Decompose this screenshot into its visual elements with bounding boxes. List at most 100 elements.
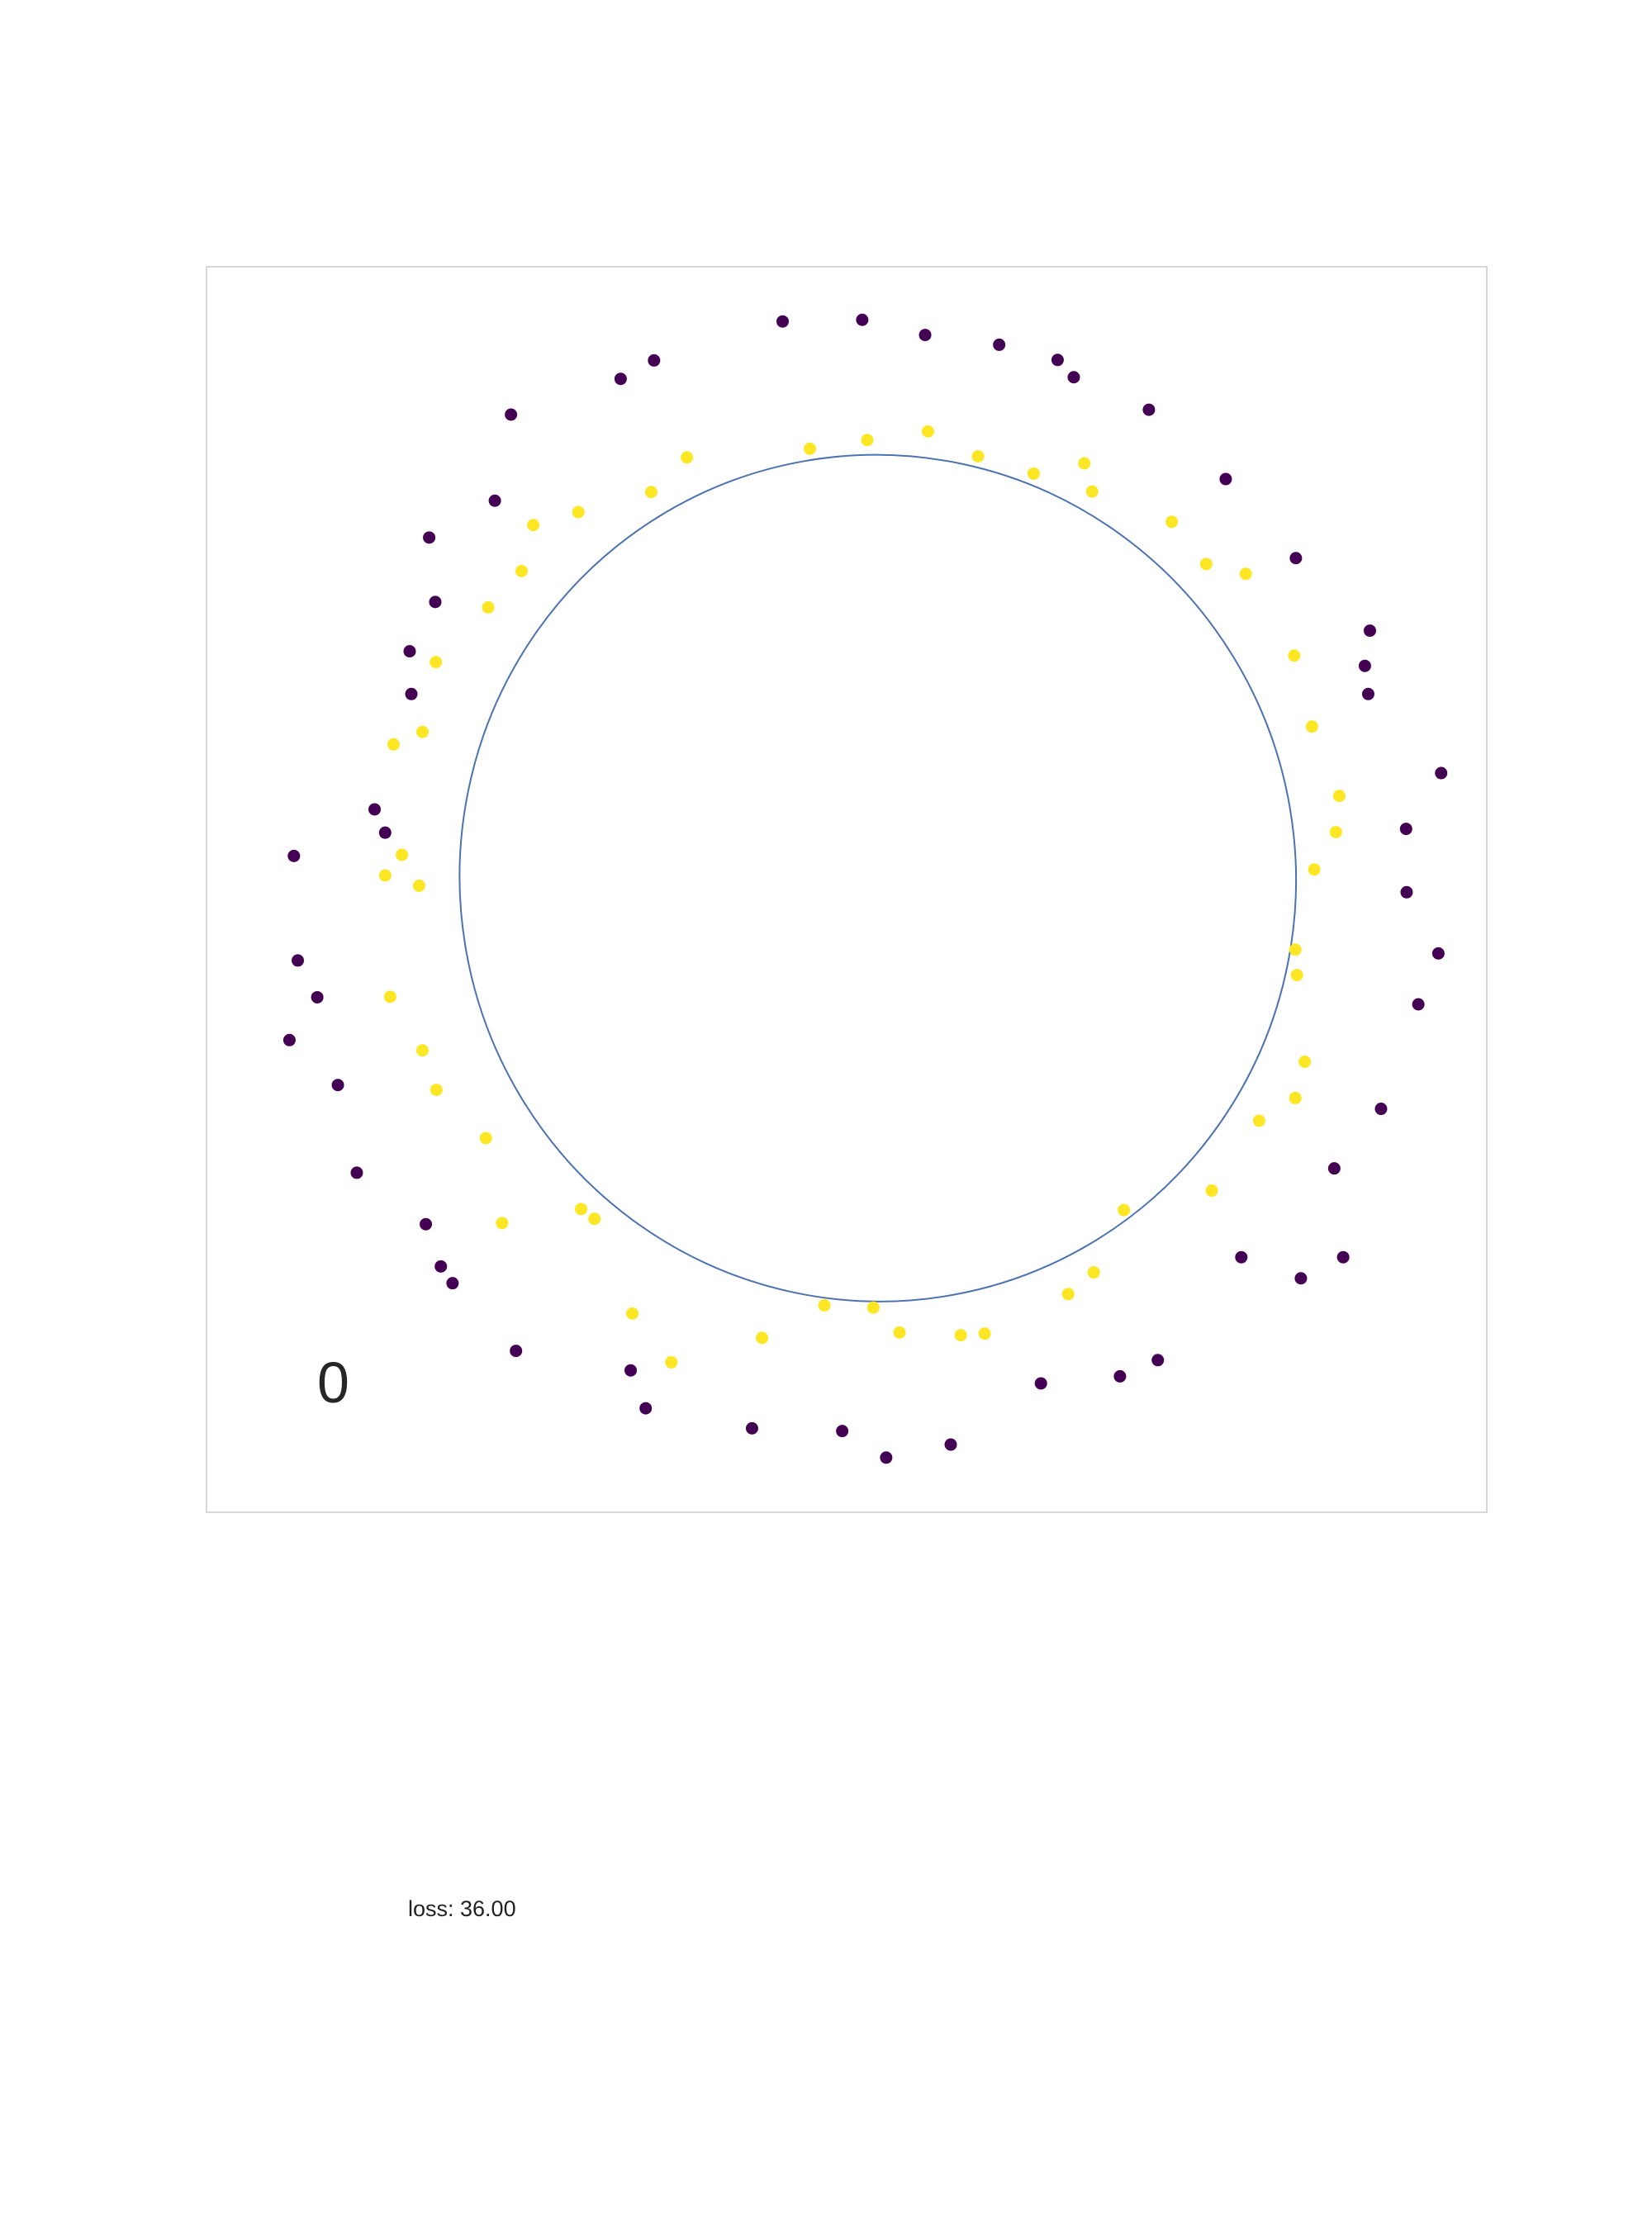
point-class-1 — [1308, 863, 1321, 876]
point-class-1 — [396, 848, 409, 861]
point-class-1 — [756, 1331, 769, 1345]
point-class-0 — [1400, 885, 1413, 899]
point-class-1 — [1329, 826, 1342, 839]
point-class-1 — [893, 1326, 906, 1339]
point-class-1 — [1288, 649, 1301, 662]
point-class-1 — [415, 725, 429, 738]
point-class-0 — [1034, 1377, 1047, 1390]
point-class-0 — [1327, 1162, 1341, 1175]
point-class-1 — [1305, 720, 1318, 733]
point-class-1 — [1289, 1091, 1302, 1104]
point-class-1 — [861, 434, 874, 447]
point-class-1 — [575, 1203, 588, 1216]
loss-label: loss: 36.00 — [408, 1896, 516, 1921]
point-class-1 — [383, 990, 396, 1004]
point-class-0 — [1412, 998, 1425, 1011]
point-class-0 — [350, 1166, 363, 1179]
point-class-0 — [1113, 1369, 1127, 1383]
point-class-0 — [1374, 1103, 1388, 1116]
point-class-0 — [624, 1364, 638, 1377]
point-class-0 — [488, 494, 501, 507]
point-class-1 — [1087, 1266, 1100, 1279]
point-class-0 — [1399, 823, 1412, 836]
point-class-1 — [496, 1217, 509, 1230]
point-class-0 — [1051, 353, 1064, 367]
point-class-1 — [1290, 969, 1303, 982]
point-class-1 — [665, 1355, 678, 1369]
point-class-1 — [430, 1084, 443, 1097]
point-class-0 — [944, 1438, 957, 1451]
point-class-0 — [1431, 947, 1445, 960]
point-class-0 — [1358, 659, 1371, 672]
point-class-1 — [1289, 943, 1302, 956]
point-class-0 — [880, 1451, 893, 1464]
point-class-0 — [993, 338, 1006, 351]
point-class-0 — [420, 1217, 433, 1231]
point-class-0 — [1361, 687, 1374, 700]
point-class-1 — [1027, 467, 1040, 480]
point-class-1 — [412, 879, 425, 892]
point-class-0 — [1435, 766, 1448, 780]
point-class-1 — [1165, 515, 1179, 529]
point-class-1 — [479, 1132, 492, 1145]
point-class-0 — [429, 595, 442, 609]
point-class-1 — [588, 1212, 601, 1226]
point-class-0 — [614, 372, 627, 386]
point-class-1 — [1199, 558, 1213, 571]
point-class-0 — [368, 803, 382, 816]
point-class-1 — [572, 505, 585, 519]
point-class-1 — [430, 656, 443, 669]
point-class-0 — [403, 645, 416, 658]
frame-label: 0 — [317, 1350, 349, 1415]
point-class-0 — [287, 849, 301, 862]
point-class-0 — [776, 315, 789, 328]
point-class-1 — [515, 564, 528, 577]
point-class-0 — [1151, 1354, 1165, 1367]
point-class-0 — [505, 408, 518, 421]
point-class-0 — [1363, 624, 1376, 638]
point-class-1 — [818, 1299, 831, 1312]
point-class-0 — [405, 687, 418, 700]
point-class-1 — [866, 1301, 880, 1314]
point-class-0 — [1336, 1250, 1350, 1264]
decision-boundary — [458, 453, 1298, 1302]
point-class-0 — [1294, 1272, 1308, 1285]
point-class-1 — [626, 1307, 639, 1320]
point-class-1 — [804, 442, 817, 455]
point-class-1 — [1298, 1055, 1312, 1068]
point-class-1 — [1118, 1203, 1131, 1217]
point-class-0 — [919, 329, 932, 342]
point-class-0 — [648, 353, 661, 367]
point-class-1 — [644, 486, 657, 499]
decision-boundary-layer — [458, 453, 1298, 1302]
point-class-0 — [331, 1079, 344, 1092]
point-class-1 — [1085, 485, 1099, 498]
point-class-0 — [836, 1425, 849, 1438]
point-class-1 — [978, 1327, 991, 1340]
point-class-0 — [423, 531, 436, 544]
point-class-0 — [434, 1260, 448, 1273]
point-class-1 — [378, 869, 392, 882]
point-class-0 — [1142, 403, 1156, 416]
point-class-1 — [1252, 1114, 1265, 1127]
point-class-0 — [292, 954, 305, 967]
point-class-1 — [527, 519, 540, 532]
point-class-0 — [282, 1033, 296, 1046]
point-class-1 — [971, 449, 985, 463]
point-class-0 — [510, 1345, 523, 1358]
point-class-0 — [311, 990, 324, 1004]
point-class-0 — [639, 1402, 653, 1415]
point-class-1 — [1078, 457, 1091, 470]
point-class-1 — [921, 425, 934, 438]
axes-frame — [206, 266, 1488, 1513]
point-class-1 — [954, 1329, 967, 1342]
point-class-0 — [1219, 472, 1232, 486]
point-class-0 — [856, 313, 869, 326]
point-class-0 — [1289, 552, 1303, 565]
point-class-1 — [482, 600, 495, 614]
point-class-0 — [378, 826, 392, 839]
point-class-0 — [446, 1277, 459, 1290]
data-points-layer — [282, 313, 1448, 1464]
point-class-1 — [1332, 790, 1346, 803]
